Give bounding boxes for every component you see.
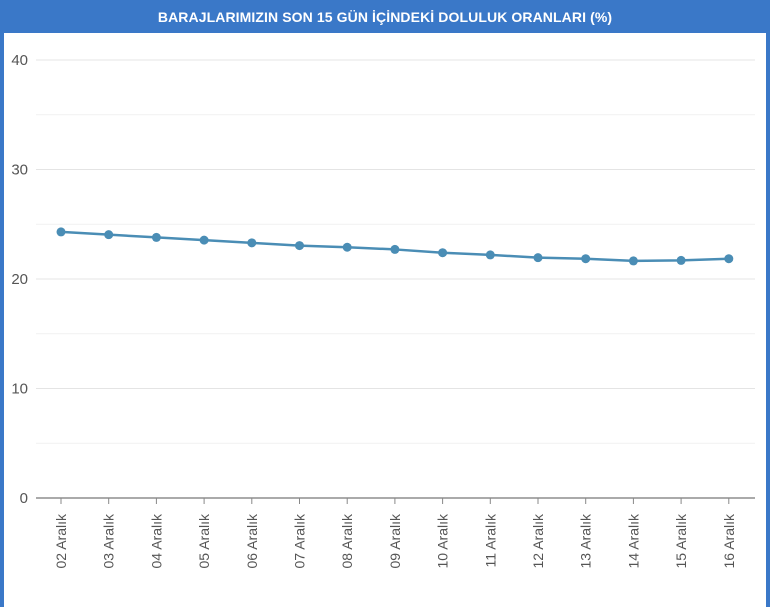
x-tick-label: 02 Aralık [53,513,69,568]
chart-title: BARAJLARIMIZIN SON 15 GÜN İÇİNDEKİ DOLUL… [4,0,766,33]
y-tick-label: 30 [11,162,28,179]
x-tick-label: 06 Aralık [244,513,260,568]
y-tick-label: 20 [11,271,28,288]
x-tick-label: 05 Aralık [196,513,212,568]
data-point [104,230,114,240]
data-point [485,250,495,260]
x-tick-label: 04 Aralık [148,513,164,568]
x-tick-label: 13 Aralık [578,513,594,568]
data-point [581,254,591,264]
data-point [724,254,734,264]
x-tick-label: 14 Aralık [625,513,641,568]
data-point [533,253,543,263]
x-tick-label: 11 Aralık [482,513,498,567]
y-tick-label: 10 [11,381,28,398]
x-tick-label: 15 Aralık [673,513,689,568]
data-point [56,227,66,237]
data-point [295,241,304,251]
y-tick-label: 0 [20,490,28,507]
data-point [676,255,686,265]
y-tick-label: 40 [11,52,28,69]
data-point [151,232,161,242]
x-tick-label: 03 Aralık [101,513,117,568]
data-point [342,242,352,252]
data-point [247,238,257,248]
data-point [199,235,209,245]
x-tick-label: 08 Aralık [339,513,355,568]
data-point [628,256,638,266]
x-tick-label: 09 Aralık [387,513,403,568]
x-tick-label: 16 Aralık [721,513,737,568]
data-point [438,248,448,258]
x-tick-label: 10 Aralık [435,513,451,568]
data-point [390,244,400,254]
x-tick-label: 12 Aralık [530,513,546,568]
x-tick-label: 07 Aralık [292,513,308,568]
